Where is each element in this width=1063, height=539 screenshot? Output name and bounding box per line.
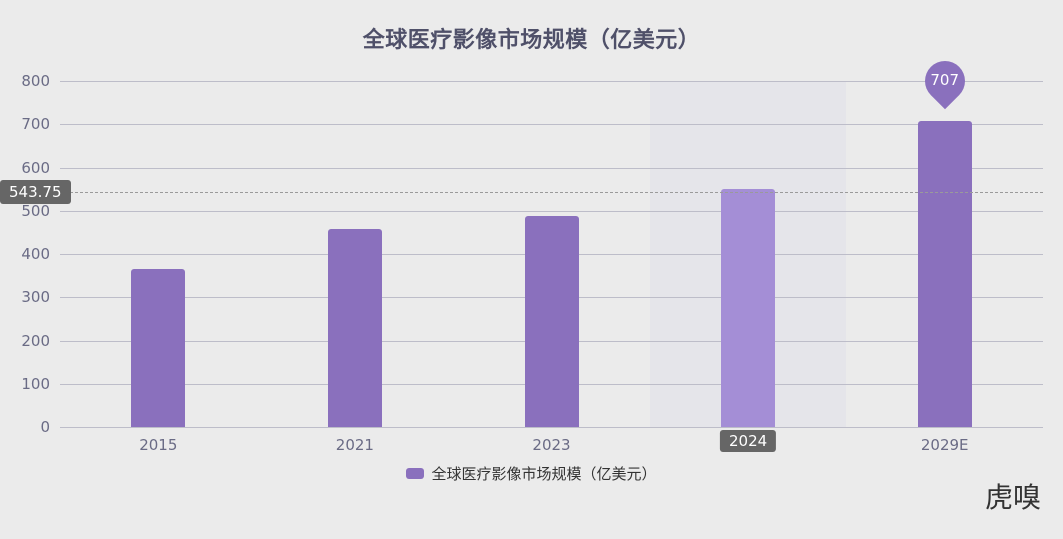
legend-swatch [406, 468, 425, 479]
y-tick-label: 100 [21, 374, 50, 393]
x-tick-label: 2024 [720, 430, 777, 452]
gridline [60, 81, 1043, 82]
chart-title: 全球医疗影像市场规模（亿美元） [362, 28, 701, 53]
y-tick-label: 0 [40, 418, 50, 436]
x-tick-label: 2029E [920, 436, 969, 454]
y-tick-label: 800 [21, 72, 50, 90]
average-dashed-line [60, 191, 1043, 193]
gridline [60, 427, 1043, 428]
legend[interactable]: 全球医疗影像市场规模（亿美元） [0, 463, 1063, 484]
y-tick-label: 700 [21, 115, 50, 134]
x-tick-label: 2023 [532, 436, 571, 454]
x-tick-label: 2021 [335, 436, 374, 454]
x-tick-label: 2015 [139, 436, 178, 454]
bar-2024[interactable] [721, 188, 776, 427]
y-tick-label: 500 [21, 201, 50, 220]
bar-2023[interactable] [524, 215, 579, 427]
bar-2015[interactable] [131, 269, 186, 427]
plot-area [60, 81, 1043, 428]
y-tick-label: 600 [21, 158, 50, 177]
gridline [60, 210, 1043, 212]
y-tick-label: 300 [21, 288, 50, 307]
average-value-label: 543.75 [0, 179, 71, 204]
y-tick-label: 400 [21, 245, 50, 263]
max-marker-label: 707 [930, 71, 959, 90]
bar-2029E[interactable] [917, 121, 972, 427]
y-tick-label: 200 [21, 331, 50, 350]
watermark-logo: 虎嗅 [984, 481, 1041, 514]
gridline [60, 167, 1043, 169]
legend-label: 全球医疗影像市场规模（亿美元） [431, 465, 657, 483]
bar-2021[interactable] [327, 228, 382, 427]
gridline [60, 124, 1043, 126]
